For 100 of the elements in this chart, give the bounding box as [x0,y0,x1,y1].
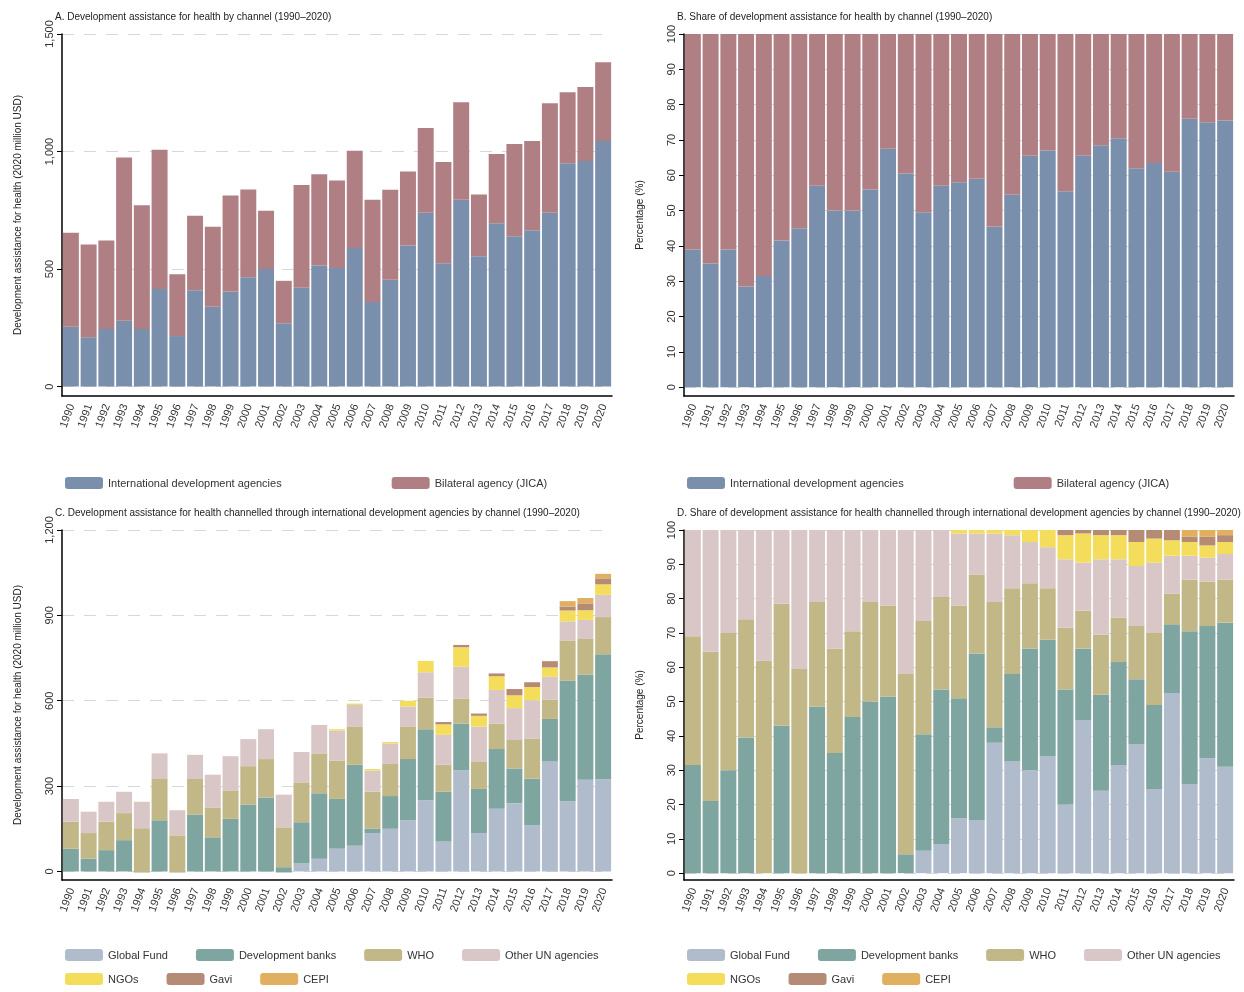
y-tick-label: 500 [42,259,55,279]
y-tick-label: 900 [42,606,55,625]
x-tick-label: 1992 [92,885,112,914]
x-tick-label: 2005 [944,401,965,430]
x-tick-label: 2018 [553,401,574,430]
x-tick-label: 2014 [1104,401,1125,430]
x-tick-label: 1990 [678,885,699,914]
legend-label: Bilateral agency (JICA) [1056,477,1170,489]
y-tick-label: 100 [664,520,677,540]
y-axis-title: Development assistance for health (2020 million USD) [11,94,23,336]
x-tick-label: 2020 [589,885,609,914]
x-tick-label: 2016 [518,885,538,914]
x-tick-label: 1996 [163,885,183,914]
chart-title: A. Development assistance for health by channel (1990–2020) [55,10,332,22]
x-tick-label: 2000 [856,885,876,914]
x-tick-label: 2000 [234,885,254,914]
x-tick-label: 2011 [429,885,450,913]
x-tick-label: 2013 [464,401,485,430]
x-tick-label: 2016 [1140,885,1160,914]
legend-label: International development agencies [108,477,283,489]
y-tick-label: 0 [42,383,55,390]
x-tick-label: 1994 [749,885,770,914]
x-tick-label: 2014 [482,401,503,430]
x-tick-label: 2019 [1193,401,1214,430]
x-tick-label: 2019 [571,401,592,430]
x-tick-label: 2011 [1051,885,1072,913]
x-tick-label: 2000 [234,401,254,430]
x-tick-label: 2002 [269,401,290,430]
y-tick-label: 80 [664,98,677,111]
x-tick-label: 2004 [305,401,325,430]
legend-label: Development banks [860,949,959,961]
y-tick-label: 300 [42,776,55,796]
legend-label: CEPI [303,973,329,985]
x-tick-label: 2014 [482,885,503,914]
x-tick-label: 1995 [145,401,166,430]
legend-label: WHO [1029,949,1057,961]
x-tick-label: 2012 [447,885,467,914]
x-tick-label: 2010 [411,885,432,914]
x-tick-label: 1997 [181,401,201,430]
y-tick-label: 30 [664,275,677,288]
legend-label: Global Fund [108,949,168,961]
x-tick-label: 2005 [944,885,965,914]
x-tick-label: 1990 [56,885,77,914]
x-tick-label: 2006 [962,401,983,430]
x-tick-label: 2009 [393,885,414,914]
x-tick-label: 2000 [856,401,876,430]
x-tick-label: 2018 [1175,885,1196,914]
legend-label: Global Fund [730,949,790,961]
chart-title: C. Development assistance for health channelled through international development agencies by channel (1990–2020) [55,506,580,518]
x-tick-label: 2005 [322,885,343,914]
legend-label: NGOs [730,973,762,985]
x-tick-label: 2004 [305,885,325,914]
y-tick-label: 70 [664,626,677,640]
y-tick-label: 90 [664,558,677,571]
x-tick-label: 2010 [1033,885,1054,914]
x-tick-label: 1999 [216,885,237,914]
x-tick-label: 2017 [1157,885,1178,914]
legend-label: Other UN agencies [1127,949,1222,961]
x-tick-label: 2007 [358,401,379,430]
x-tick-label: 2015 [1122,885,1143,914]
x-tick-label: 2007 [980,885,1001,914]
legend-label: NGOs [108,973,140,985]
legend-label: Other UN agencies [505,949,600,961]
legend-label: Gavi [831,973,855,985]
x-tick-label: 1993 [110,885,130,914]
x-tick-label: 2003 [287,885,308,914]
x-tick-label: 2007 [358,885,379,914]
x-tick-label: 2015 [500,401,521,430]
x-tick-label: 1994 [749,401,770,430]
x-tick-label: 2007 [980,401,1001,430]
y-tick-label: 1,500 [42,20,55,48]
x-tick-label: 2012 [447,401,467,430]
x-tick-label: 1990 [56,401,77,430]
x-tick-label: 1992 [714,401,734,430]
y-tick-label: 70 [664,133,677,147]
x-tick-label: 2017 [535,401,556,430]
y-tick-label: 10 [664,832,677,845]
x-tick-label: 2003 [287,401,308,430]
x-tick-label: 1993 [732,401,752,430]
y-tick-label: 20 [664,310,677,323]
x-tick-label: 1999 [838,885,859,914]
x-tick-label: 1991 [696,401,717,430]
x-tick-label: 2001 [252,401,272,430]
x-tick-label: 2009 [1015,885,1036,914]
x-tick-label: 2003 [909,885,930,914]
x-tick-label: 1991 [696,885,717,914]
x-tick-label: 2013 [464,885,485,914]
y-tick-label: 50 [664,695,677,708]
x-tick-label: 2008 [376,401,396,430]
x-tick-label: 2005 [322,401,343,430]
y-axis-title: Development assistance for health (2020 million USD) [11,584,23,826]
x-tick-label: 2006 [340,401,361,430]
x-tick-label: 1991 [74,885,95,914]
x-tick-label: 1990 [678,401,699,430]
y-tick-label: 60 [664,661,677,674]
y-tick-label: 0 [664,870,677,877]
x-tick-label: 1994 [127,885,148,914]
x-tick-label: 2002 [269,885,290,914]
x-tick-label: 1999 [838,401,859,430]
legend-label: International development agencies [730,477,905,489]
